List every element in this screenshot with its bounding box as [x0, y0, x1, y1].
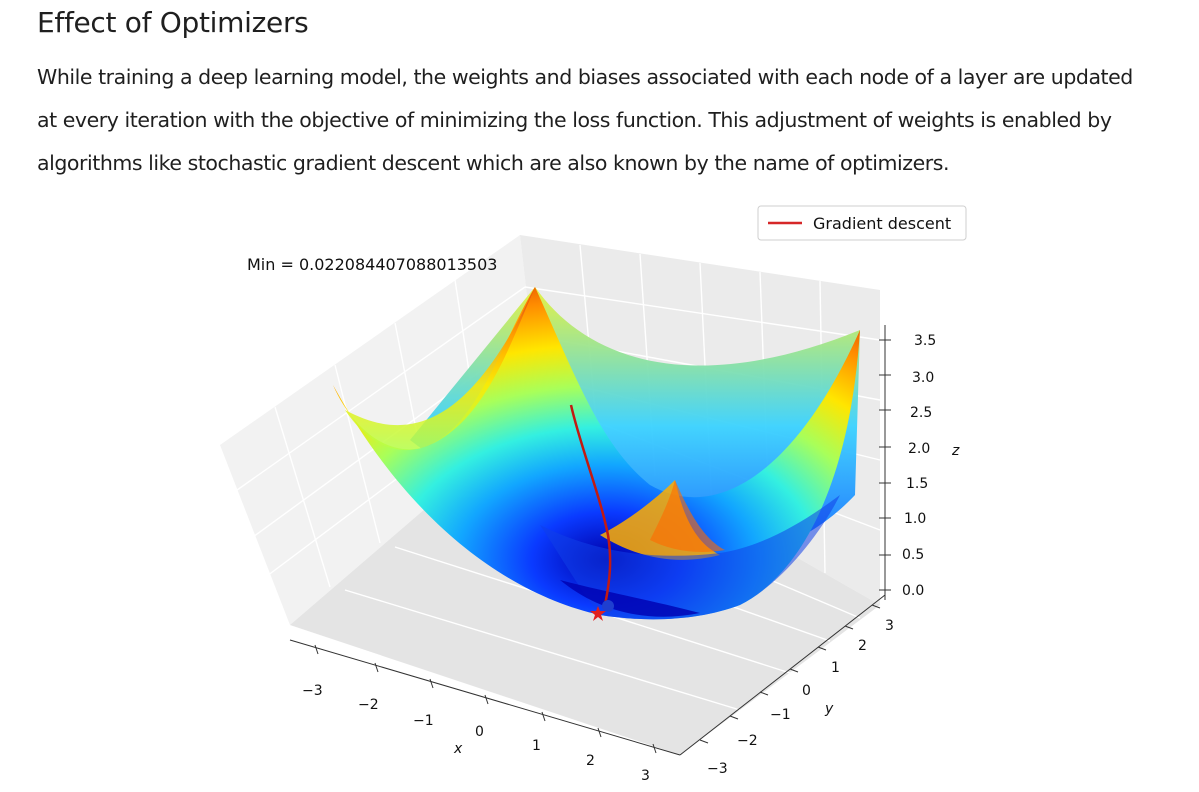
- z-tick-label: 3.0: [912, 370, 934, 386]
- z-tick-label: 3.5: [914, 333, 936, 349]
- z-tick-label: 2.0: [908, 441, 930, 457]
- y-tick-label: 0: [802, 683, 811, 699]
- paragraph-line: at every iteration with the objective of…: [37, 108, 1112, 132]
- z-axis: 0.0 0.5 1.0 1.5 2.0 2.5 3.0 3.5 z: [879, 325, 960, 600]
- z-tick-label: 1.5: [906, 476, 928, 492]
- y-axis-label: y: [824, 701, 834, 717]
- optimizer-surface-plot: Min = 0.022084407088013503 Gradient desc…: [220, 205, 967, 784]
- z-tick-label: 0.0: [902, 583, 924, 599]
- paragraph-line: While training a deep learning model, th…: [37, 65, 1133, 89]
- y-tick-label: −3: [707, 761, 728, 777]
- legend: Gradient descent: [757, 205, 967, 241]
- x-tick-label: 1: [532, 738, 541, 754]
- minimum-annotation: Min = 0.022084407088013503: [247, 255, 497, 274]
- x-tick-label: 2: [586, 753, 595, 769]
- x-tick-label: −2: [358, 697, 379, 713]
- gradient-descent-path: [569, 404, 614, 621]
- x-tick-label: 3: [641, 768, 650, 784]
- y-tick-label: −2: [737, 733, 758, 749]
- legend-entry: Gradient descent: [813, 214, 951, 233]
- minimum-star-marker: [590, 606, 606, 621]
- y-tick-label: 3: [885, 618, 894, 634]
- paragraph-line: algorithms like stochastic gradient desc…: [37, 151, 950, 175]
- start-point-marker: [602, 600, 614, 612]
- loss-surface: [333, 287, 860, 620]
- y-tick-label: −1: [770, 707, 791, 723]
- x-tick-label: −1: [413, 713, 434, 729]
- x-tick-label: 0: [475, 724, 484, 740]
- y-tick-label: 2: [858, 638, 867, 654]
- y-tick-label: 1: [831, 660, 840, 676]
- z-tick-label: 0.5: [902, 547, 924, 563]
- z-tick-label: 1.0: [904, 511, 926, 527]
- z-tick-label: 2.5: [910, 405, 932, 421]
- y-axis: −3 −2 −1 0 1 2 3 y: [679, 594, 894, 777]
- x-axis: −3 −2 −1 0 1 2 3 x: [289, 639, 681, 784]
- article-paragraph: While training a deep learning model, th…: [37, 56, 1167, 185]
- x-tick-label: −3: [302, 683, 323, 699]
- z-axis-label: z: [951, 443, 960, 459]
- article-heading: Effect of Optimizers: [37, 6, 309, 39]
- x-axis-label: x: [453, 741, 463, 757]
